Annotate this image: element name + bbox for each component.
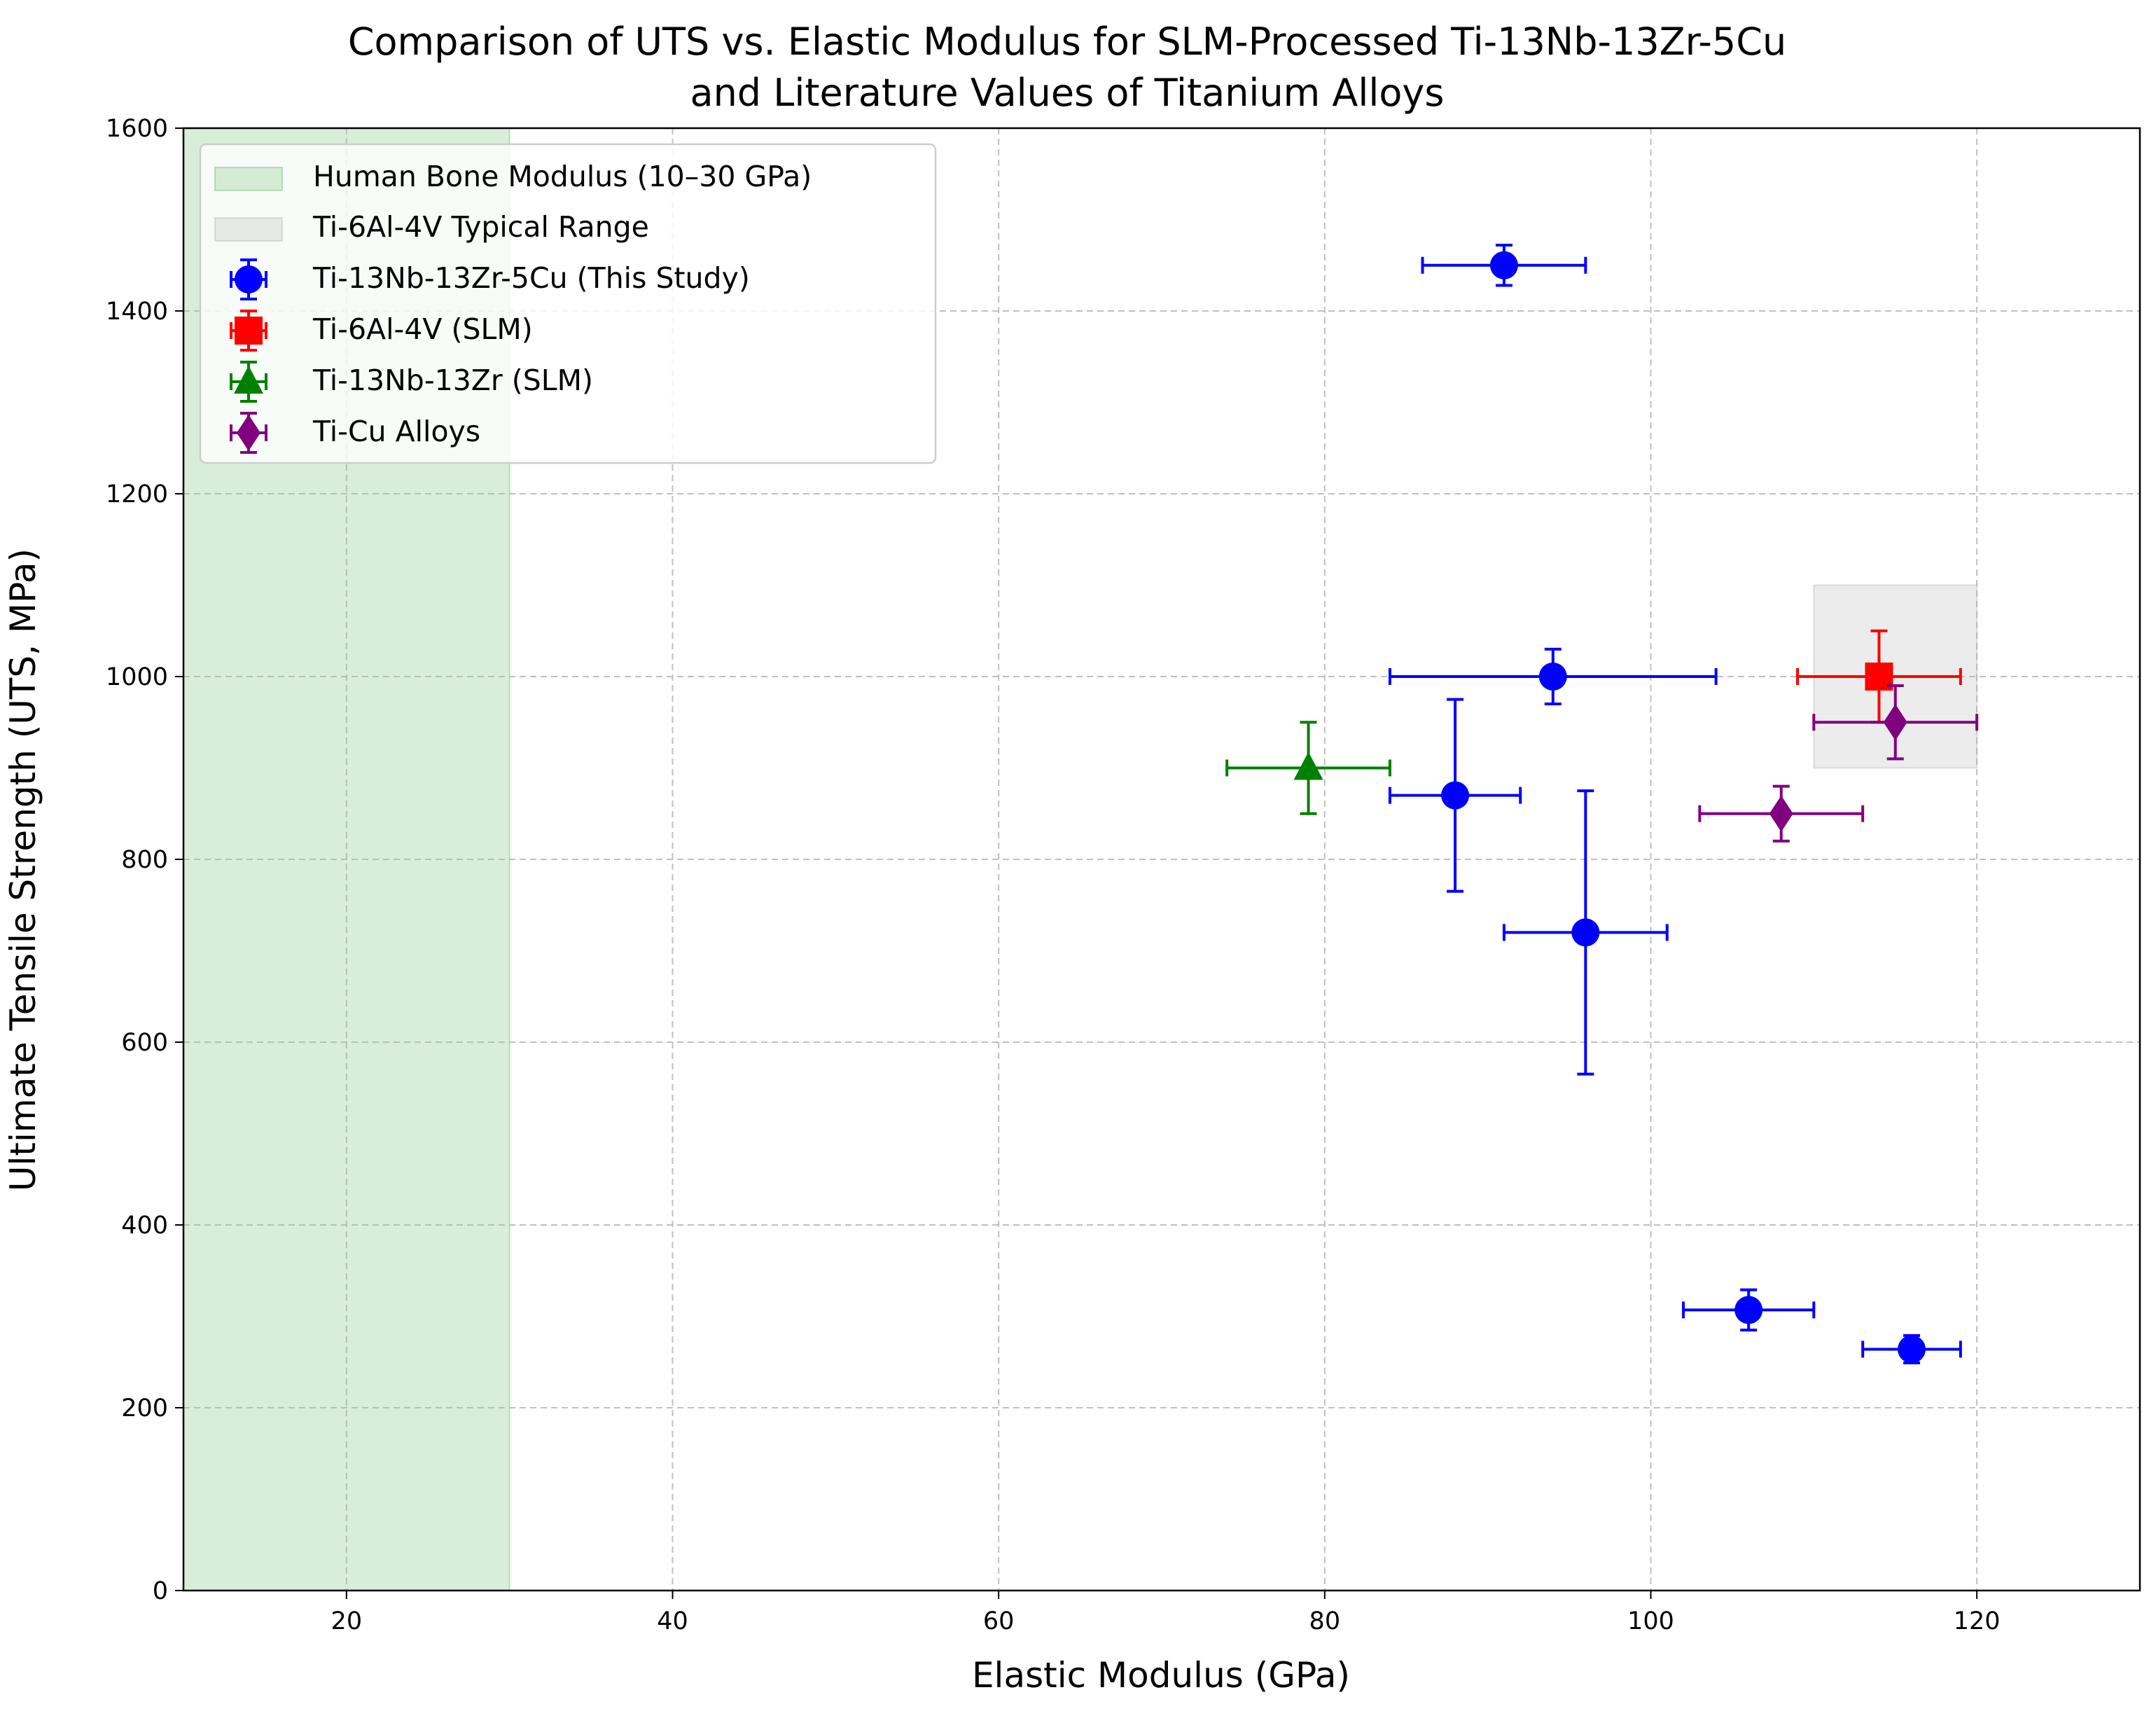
legend-label-ti1313-slm: Ti-13Nb-13Zr (SLM) bbox=[312, 363, 593, 397]
legend-label-ti64-slm: Ti-6Al-4V (SLM) bbox=[312, 312, 533, 346]
series-2 bbox=[1225, 721, 1391, 815]
y-tick-label: 1200 bbox=[106, 480, 168, 508]
y-tick-label: 200 bbox=[121, 1394, 168, 1422]
y-tick-label: 1400 bbox=[106, 298, 168, 326]
x-tick-label: 100 bbox=[1627, 1607, 1674, 1635]
series-3 bbox=[1698, 684, 1979, 843]
legend-marker bbox=[235, 317, 263, 345]
legend-marker bbox=[235, 265, 263, 293]
legend-swatch-region bbox=[214, 167, 283, 191]
data-point bbox=[1538, 663, 1567, 691]
chart-title-line-1: Comparison of UTS vs. Elastic Modulus fo… bbox=[348, 20, 1786, 64]
data-point bbox=[1571, 918, 1600, 947]
x-axis-label: Elastic Modulus (GPa) bbox=[972, 1655, 1350, 1696]
legend-marker bbox=[237, 415, 260, 451]
y-tick-label: 800 bbox=[121, 846, 168, 874]
legend-label-bone: Human Bone Modulus (10–30 GPa) bbox=[313, 160, 812, 193]
y-tick-label: 1000 bbox=[106, 663, 168, 691]
data-point bbox=[1734, 1296, 1763, 1324]
data-point bbox=[1769, 795, 1793, 832]
x-tick-label: 60 bbox=[983, 1607, 1015, 1635]
data-series bbox=[1225, 244, 1979, 1365]
chart-title-line-2: and Literature Values of Titanium Alloys bbox=[690, 71, 1444, 115]
y-tick-label: 600 bbox=[121, 1029, 168, 1057]
x-tick-label: 40 bbox=[657, 1607, 688, 1635]
x-tick-label: 80 bbox=[1309, 1607, 1341, 1635]
y-axis-ticks: 0 200 400 600 800 1000 1200 1400 1600 bbox=[106, 115, 183, 1605]
legend-label-this-study: Ti-13Nb-13Zr-5Cu (This Study) bbox=[312, 261, 750, 295]
data-point bbox=[1293, 751, 1323, 780]
x-tick-label: 20 bbox=[331, 1607, 363, 1635]
y-tick-label: 1600 bbox=[106, 115, 168, 143]
y-axis-label: Ultimate Tensile Strength (UTS, MPa) bbox=[3, 548, 43, 1191]
data-point bbox=[1883, 704, 1907, 741]
y-tick-label: 400 bbox=[121, 1212, 168, 1240]
data-point bbox=[1489, 251, 1518, 279]
legend: Human Bone Modulus (10–30 GPa) Ti-6Al-4V… bbox=[199, 143, 937, 464]
series-1 bbox=[1796, 629, 1962, 724]
series-0 bbox=[1388, 244, 1962, 1365]
x-tick-label: 120 bbox=[1954, 1607, 2001, 1635]
legend-label-ti64-range: Ti-6Al-4V Typical Range bbox=[312, 210, 649, 244]
legend-box bbox=[199, 143, 937, 464]
legend-swatch-region bbox=[214, 217, 283, 242]
data-point bbox=[1898, 1335, 1926, 1364]
x-axis-ticks: 20 40 60 80 100 120 bbox=[331, 1591, 2001, 1635]
y-tick-label: 0 bbox=[153, 1577, 168, 1605]
legend-swatches bbox=[214, 167, 283, 454]
data-point bbox=[1441, 781, 1470, 810]
legend-marker bbox=[234, 366, 263, 394]
legend-label-ticu: Ti-Cu Alloys bbox=[312, 415, 480, 448]
